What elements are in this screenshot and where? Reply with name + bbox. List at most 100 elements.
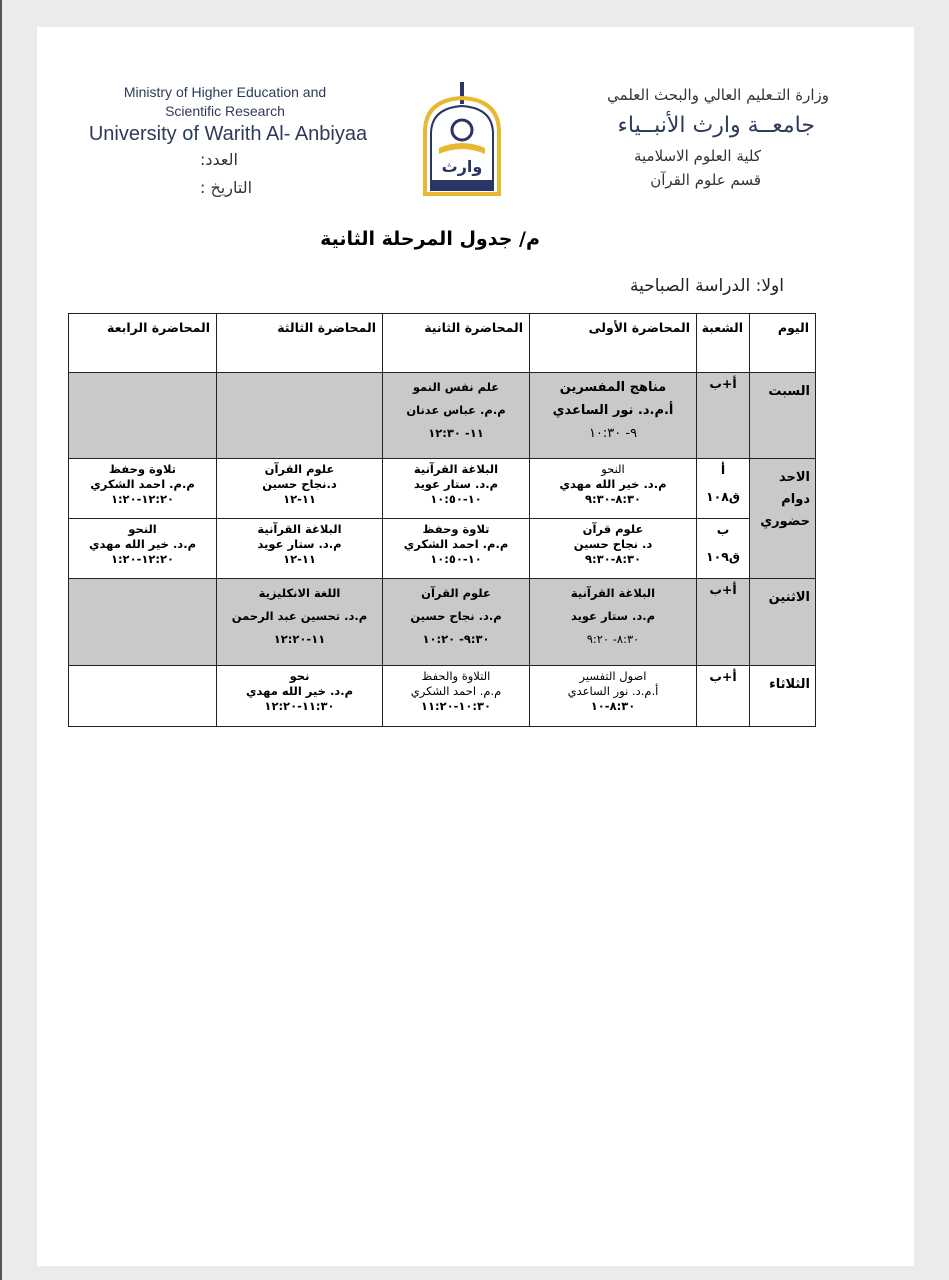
instructor: م.د. تحسين عبد الرحمن [231,609,368,623]
instructor: أ.م.د. نور الساعدي [552,403,674,418]
course: علوم القرآن [264,462,335,476]
table-row: الاحد دوام حضوري أ ق١٠٨ النحو م.د. خير الله … [68,458,816,579]
instructor: م.م. احمد الشكري [90,477,195,491]
time: ٩- ١٠:٣٠ [588,426,638,441]
lecture-cell: البلاغة القرآنية م.د. ستار عويد ٨:٣٠- ٩:٢٠ [529,578,697,666]
room: ق١٠٩ [705,549,741,564]
course: النحو [601,462,625,476]
course: مناهج المفسرين [559,380,667,395]
number-label: العدد: [200,150,238,169]
lecture-cell: اللغة الانكليزية م.د. تحسين عبد الرحمن ١١-… [216,578,383,666]
instructor: أ.م.د. نور الساعدي [567,684,659,698]
lecture-cell: البلاغة القرآنية م.د. ستار عويد ١١-١٢ [216,518,383,579]
lecture-cell: علوم القرآن م.د. نجاح حسين ٩:٣٠- ١٠:٢٠ [382,578,530,666]
section: أ [720,462,726,477]
day-cell: الثلاثاء [749,665,816,727]
table-row: الثلاثاء أ+ب اصول التفسير أ.م.د. نور السا… [68,665,816,727]
en-ministry-line1: Ministry of Higher Education and [123,84,327,100]
instructor: م.د. خير الله مهدي [245,684,354,698]
lecture-cell-empty [68,578,217,666]
instructor: د.نجاح حسين [262,477,337,491]
page-title: م/ جدول المرحلة الثانية [320,228,540,250]
table-row: الاثنين أ+ب البلاغة القرآنية م.د. ستار عو… [68,578,816,666]
instructor: م.م. احمد الشكري [403,537,509,551]
time: ٩:٣٠- ١٠:٢٠ [422,632,490,646]
en-ministry-line2: Scientific Research [165,103,285,119]
day-note: حضوري [760,514,810,529]
svg-text:وارث: وارث [442,157,483,176]
course: اللغة الانكليزية [258,586,341,600]
course: علوم قرآن [582,522,644,536]
section-cell: أ+ب [696,372,750,459]
room: ق١٠٨ [705,489,741,504]
header-lecture-1: المحاضرة الأولى [529,313,697,373]
course: التلاوة والحفظ [421,669,491,683]
time: ١٠:٣٠-١١:٢٠ [420,699,492,713]
day-cell: الاثنين [749,578,816,666]
course: علوم القرآن [421,586,491,600]
time: ١٠-١٠:٥٠ [430,492,482,506]
course: نحو [289,669,310,683]
time: ١١- ١٢:٣٠ [428,426,484,440]
lecture-cell: تلاوة وحفظ م.م. احمد الشكري ١٢:٢٠-١:٢٠ [68,458,217,519]
lecture-cell: التلاوة والحفظ م.م. احمد الشكري ١٠:٣٠-١١:٢… [382,665,530,727]
lecture-cell: اصول التفسير أ.م.د. نور الساعدي ٨:٣٠-١٠ [529,665,697,727]
time: ١١-١٢ [283,552,316,566]
lecture-cell-empty [216,372,383,459]
en-university: University of Warith Al- Anbiyaa [88,123,368,145]
section-cell: أ ق١٠٨ [696,458,750,519]
lecture-cell: البلاغة القرآنية م.د. ستار عويد ١٠-١٠:٥٠ [382,458,530,519]
instructor: م.د. خير الله مهدي [88,537,197,551]
course: تلاوة وحفظ [422,522,490,536]
lecture-cell: نحو م.د. خير الله مهدي ١١:٣٠-١٢:٢٠ [216,665,383,727]
time: ١١:٣٠-١٢:٢٠ [264,699,335,713]
lecture-cell: النحو م.د. خير الله مهدي ١٢:٢٠-١:٢٠ [68,518,217,579]
ar-college: كلية العلوم الاسلامية [633,147,761,165]
course: علم نفس النمو [412,380,500,394]
day-cell: السبت [749,372,816,459]
date-label: التاريخ : [200,178,253,197]
lecture-cell: علوم القرآن د.نجاح حسين ١١-١٢ [216,458,383,519]
lecture-cell-empty [68,372,217,459]
time: ١٠-١٠:٥٠ [430,552,482,566]
university-logo: وارث [417,82,507,197]
table-row: ب ق١٠٩ علوم قرآن د. نجاح حسين ٨:٣٠-٩:٣٠ تلا… [68,518,816,579]
lecture-cell: النحو م.د. خير الله مهدي ٨:٣٠-٩:٣٠ [529,458,697,519]
day-note: دوام [781,492,810,507]
time: ١١-١٢ [283,492,316,506]
lecture-cell: مناهج المفسرين أ.م.د. نور الساعدي ٩- ١٠:٣٠ [529,372,697,459]
time: ١٢:٢٠-١:٢٠ [110,492,175,506]
table-row: السبت أ+ب مناهج المفسرين أ.م.د. نور الساع… [68,372,816,459]
header-lecture-2: المحاضرة الثانية [382,313,530,373]
lecture-cell: علوم قرآن د. نجاح حسين ٨:٣٠-٩:٣٠ [529,518,697,579]
ar-ministry: وزارة التـعليم العالي والبحث العلمي [607,86,829,104]
time: ٨:٣٠-١٠ [590,699,636,713]
en-ministry: Ministry of Higher Education and Scienti… [100,83,350,121]
course: النحو [128,522,157,536]
instructor: م.د. ستار عويد [570,609,656,623]
section-subtitle: اولا: الدراسة الصباحية [630,276,784,296]
instructor: م.م. عباس عدنان [406,403,506,417]
lecture-cell: علم نفس النمو م.م. عباس عدنان ١١- ١٢:٣٠ [382,372,530,459]
header-section: الشعبة [696,313,750,373]
header-day: اليوم [749,313,816,373]
lecture-cell-empty [68,665,217,727]
section-cell: أ+ب [696,665,750,727]
course: البلاغة القرآنية [570,586,656,600]
time: ٨:٣٠- ٩:٢٠ [586,632,640,646]
window-edge [0,0,2,1280]
instructor: م.د. خير الله مهدي [559,477,667,491]
instructor: م.م. احمد الشكري [410,684,502,698]
course: تلاوة وحفظ [108,462,177,476]
section: ب [716,522,730,537]
time: ١١-١٢:٢٠ [273,632,326,646]
schedule-table: اليوم الشعبة المحاضرة الأولى المحاضرة ال… [68,313,816,727]
instructor: م.د. نجاح حسين [410,609,502,623]
header-lecture-4: المحاضرة الرابعة [68,313,217,373]
time: ٨:٣٠-٩:٣٠ [584,552,642,566]
section-cell: أ+ب [696,578,750,666]
table-header-row: اليوم الشعبة المحاضرة الأولى المحاضرة ال… [68,313,816,373]
logo-icon: وارث [423,82,501,196]
course: البلاغة القرآنية [413,462,499,476]
ar-department: قسم علوم القرآن [650,171,761,189]
